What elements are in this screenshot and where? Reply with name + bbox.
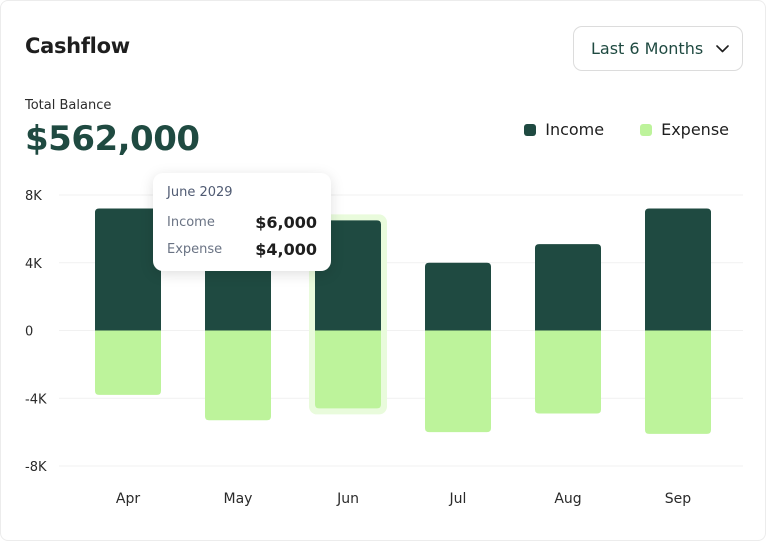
legend-swatch-expense [640, 123, 653, 136]
bar-expense [425, 330, 491, 433]
bar-expense [315, 330, 381, 409]
total-balance-label: Total Balance [25, 98, 112, 113]
x-tick-label: May [224, 491, 253, 507]
tooltip-row-expense: Expense $4,000 [167, 236, 317, 263]
y-tick-label: 8K [25, 189, 42, 204]
legend-item-income: Income [524, 120, 604, 139]
chart-tooltip: June 2029 Income $6,000 Expense $4,000 [153, 173, 331, 271]
tooltip-row-income: Income $6,000 [167, 209, 317, 236]
bar-expense [645, 330, 711, 434]
bar-income [315, 220, 381, 331]
x-tick-label: Jul [449, 491, 467, 507]
tooltip-income-value: $6,000 [255, 213, 317, 232]
legend-label-income: Income [545, 120, 605, 139]
y-tick-label: -8K [25, 460, 47, 475]
tooltip-expense-label: Expense [167, 242, 223, 257]
x-tick-label: Apr [116, 491, 140, 507]
bar-income [535, 244, 601, 331]
x-tick-label: Jun [336, 491, 359, 507]
y-tick-label: -4K [25, 392, 47, 407]
tooltip-title: June 2029 [167, 185, 233, 200]
x-tick-label: Sep [665, 491, 692, 507]
bar-expense [205, 330, 271, 421]
period-dropdown-label: Last 6 Months [591, 39, 704, 58]
chevron-down-icon [716, 42, 729, 56]
legend-label-expense: Expense [661, 120, 729, 139]
bar-income [205, 262, 271, 331]
bar-income [425, 262, 491, 331]
tooltip-expense-value: $4,000 [255, 240, 317, 259]
x-tick-label: Aug [554, 491, 581, 507]
tooltip-income-label: Income [167, 215, 215, 230]
total-balance-value: $562,000 [25, 119, 200, 159]
legend-item-expense: Expense [640, 120, 729, 139]
bar-income [645, 208, 711, 331]
legend-swatch-income [524, 123, 537, 136]
y-tick-label: 0 [25, 325, 33, 340]
card-title: Cashflow [25, 34, 130, 58]
chart-legend: Income Expense [524, 120, 729, 139]
period-dropdown[interactable]: Last 6 Months [573, 26, 743, 71]
bar-expense [535, 330, 601, 414]
bar-expense [95, 330, 161, 395]
y-tick-label: 4K [25, 257, 42, 272]
bar-income [95, 208, 161, 331]
